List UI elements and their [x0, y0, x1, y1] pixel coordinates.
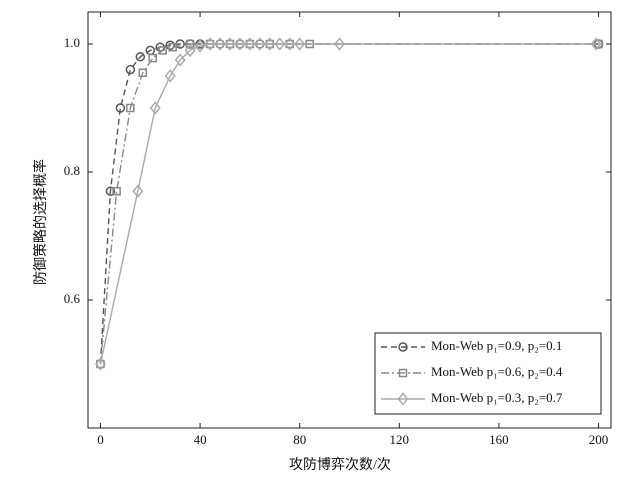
marker [126, 103, 135, 113]
legend-label: Mon-Web p₁=0.6, p₂=0.4 [431, 364, 563, 379]
x-axis-label: 攻防博弈次数/次 [289, 456, 391, 473]
marker [135, 52, 146, 62]
series-line [99, 43, 599, 365]
marker [94, 357, 106, 371]
marker [165, 40, 175, 51]
marker [590, 37, 602, 51]
marker [244, 37, 256, 51]
marker [148, 53, 158, 63]
x-tick-label: 160 [489, 432, 509, 447]
series-line [99, 43, 599, 365]
marker [184, 43, 196, 58]
marker [105, 186, 116, 196]
marker [132, 184, 144, 198]
legend-label: Mon-Web p₁=0.3, p₂=0.7 [431, 390, 563, 405]
series-line [99, 43, 597, 365]
marker [204, 37, 216, 51]
marker [138, 68, 148, 78]
legend-label: Mon-Web p₁=0.9, p₂=0.1 [431, 338, 562, 353]
marker [194, 39, 206, 53]
marker [264, 37, 276, 51]
y-axis-label: 防御策略的选择概率 [32, 159, 49, 285]
x-tick-label: 200 [589, 432, 609, 447]
x-tick-label: 120 [390, 432, 410, 447]
marker [164, 69, 176, 83]
marker [174, 53, 186, 67]
x-tick-label: 80 [293, 432, 306, 447]
marker [224, 37, 236, 51]
marker [234, 37, 246, 51]
plot-frame [87, 11, 612, 429]
x-tick-label: 40 [194, 432, 207, 447]
marker [158, 46, 167, 55]
marker [125, 64, 136, 75]
marker [284, 37, 296, 51]
y-tick-label: 0.6 [64, 291, 81, 306]
y-tick-label: 1.0 [64, 35, 80, 50]
marker [214, 37, 226, 51]
marker [334, 37, 346, 51]
marker [149, 101, 161, 115]
marker [254, 37, 266, 51]
marker [398, 368, 408, 378]
marker [112, 186, 121, 196]
x-tick-label: 0 [97, 432, 104, 447]
marker [398, 342, 408, 352]
marker [115, 103, 126, 113]
marker [397, 392, 409, 406]
marker [294, 37, 306, 51]
marker [274, 37, 286, 51]
marker [168, 42, 177, 52]
marker [96, 359, 105, 369]
marker [185, 39, 195, 49]
y-tick-label: 0.8 [64, 163, 80, 178]
